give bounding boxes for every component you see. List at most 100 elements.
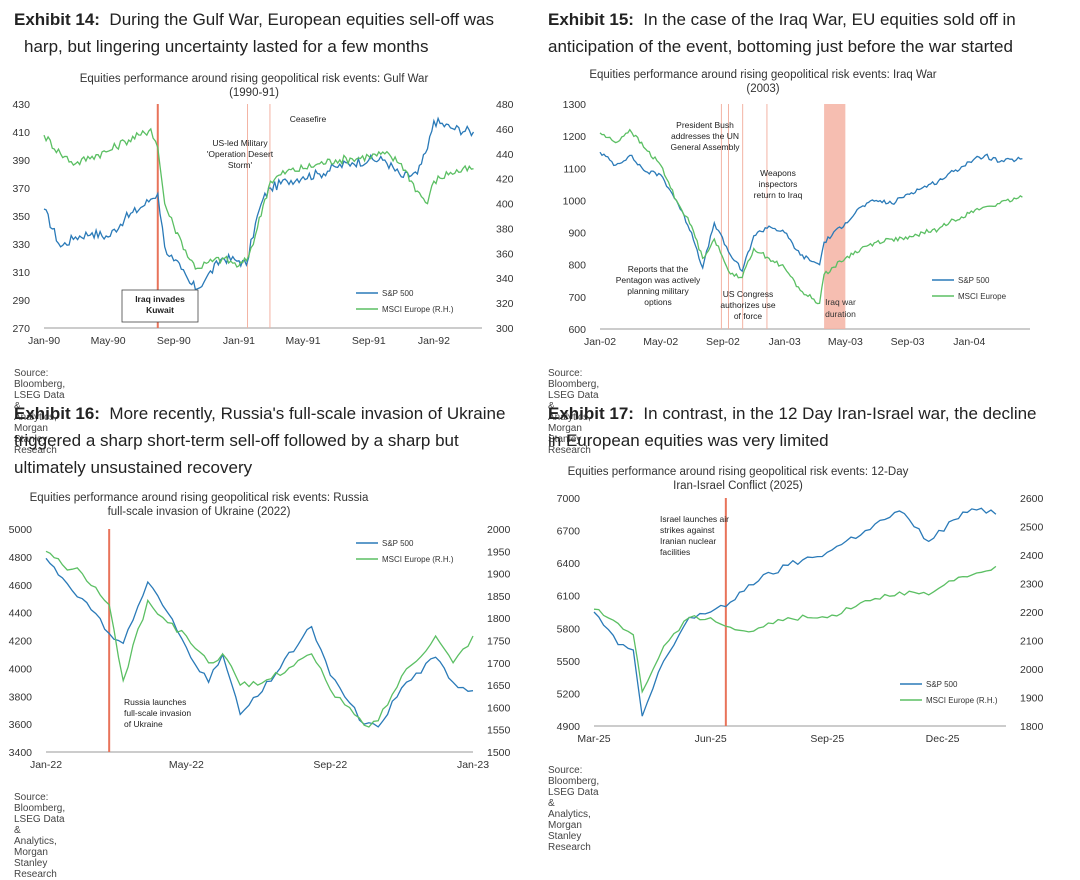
heading-line: ultimately unsustained recovery bbox=[14, 458, 253, 477]
chart-iraq-war: Iraq war duration 600 700 800 900 1000 1100 1200… bbox=[563, 99, 1030, 348]
y-tick-label-left: 800 bbox=[568, 260, 586, 272]
exhibit-label: Exhibit 16: bbox=[14, 404, 100, 423]
event-label: Israel launches air bbox=[660, 514, 729, 524]
x-tick-label: Sep-91 bbox=[352, 335, 386, 347]
series-line-msci-europe bbox=[45, 550, 474, 728]
x-tick-label: Sep-90 bbox=[157, 335, 191, 347]
x-tick-label: Sep-02 bbox=[706, 336, 740, 348]
event-label: addresses the UN bbox=[671, 131, 739, 141]
chart-title-line: full-scale invasion of Ukraine (2022) bbox=[107, 506, 291, 518]
legend-label: MSCI Europe (R.H.) bbox=[926, 696, 998, 705]
heading-line: In the case of the Iraq War, EU equities… bbox=[643, 10, 1016, 29]
y-tick-label-right: 460 bbox=[496, 124, 514, 136]
y-tick-label-left: 4400 bbox=[9, 608, 33, 620]
event-label: of Ukraine bbox=[124, 719, 163, 729]
x-tick-label: Sep-25 bbox=[810, 733, 844, 745]
y-tick-label-right: 440 bbox=[496, 149, 514, 161]
event-label: Iraq invades bbox=[135, 294, 185, 304]
x-tick-label: Jan-91 bbox=[223, 335, 255, 347]
y-tick-label-left: 410 bbox=[12, 127, 30, 139]
event-label: Weapons bbox=[760, 168, 796, 178]
x-tick-label: May-03 bbox=[828, 336, 863, 348]
y-tick-label-right: 1650 bbox=[487, 680, 511, 692]
heading-line: More recently, Russia's full-scale invas… bbox=[109, 404, 506, 423]
source-note: Source: Bloomberg, LSEG Data & Analytics… bbox=[14, 368, 66, 456]
y-tick-label-left: 1000 bbox=[563, 195, 587, 207]
x-tick-label: May-91 bbox=[286, 335, 321, 347]
y-tick-label-left: 600 bbox=[568, 324, 586, 336]
event-label: of force bbox=[734, 311, 763, 321]
y-tick-label-left: 430 bbox=[12, 99, 30, 111]
chart-title-line: Equities performance around rising geopo… bbox=[567, 466, 909, 478]
x-tick-label: Jan-02 bbox=[584, 336, 616, 348]
y-tick-label-right: 300 bbox=[496, 323, 514, 335]
y-tick-label-left: 330 bbox=[12, 239, 30, 251]
source-note: Source: Bloomberg, LSEG Data & Analytics… bbox=[548, 765, 600, 853]
y-tick-label-right: 480 bbox=[496, 99, 514, 111]
chart-title-line: Equities performance around rising geopo… bbox=[29, 492, 369, 504]
x-tick-label: Jan-03 bbox=[769, 336, 801, 348]
y-tick-label-left: 5500 bbox=[557, 656, 581, 668]
event-label: Russia launches bbox=[124, 697, 186, 707]
y-tick-label-right: 1500 bbox=[487, 747, 511, 759]
y-tick-label-right: 2500 bbox=[1020, 522, 1044, 534]
band-label: duration bbox=[825, 309, 856, 319]
heading-line: anticipation of the event, bottoming jus… bbox=[548, 37, 1013, 56]
event-label-box bbox=[121, 289, 199, 323]
exhibit-17-heading: Exhibit 17: In contrast, in the 12 Day I… bbox=[548, 400, 1068, 454]
y-tick-label-right: 1900 bbox=[1020, 693, 1044, 705]
chart-title: Equities performance around rising geopo… bbox=[14, 491, 384, 519]
y-tick-label-left: 7000 bbox=[557, 493, 581, 505]
y-tick-label-right: 1600 bbox=[487, 702, 511, 714]
chart-iran-israel: 4900 5200 5500 5800 6100 6400 6700 7000 1800 1900… bbox=[557, 493, 1044, 745]
chart-title-line: (2003) bbox=[746, 83, 780, 95]
event-label: Kuwait bbox=[146, 305, 174, 315]
exhibit-label: Exhibit 15: bbox=[548, 10, 634, 29]
y-tick-label-left: 6100 bbox=[557, 591, 581, 603]
event-label: planning military bbox=[627, 286, 689, 296]
event-label: strikes against bbox=[660, 525, 715, 535]
series-line-sp500 bbox=[599, 151, 1023, 273]
chart-title-line: Iran-Israel Conflict (2025) bbox=[673, 480, 803, 492]
y-tick-label-right: 400 bbox=[496, 199, 514, 211]
exhibit-16-heading: Exhibit 16: More recently, Russia's full… bbox=[14, 400, 534, 481]
x-tick-label: May-90 bbox=[91, 335, 126, 347]
exhibit-15-heading: Exhibit 15: In the case of the Iraq War,… bbox=[548, 6, 1068, 60]
y-tick-label-right: 1800 bbox=[487, 613, 511, 625]
y-tick-label-left: 6700 bbox=[557, 526, 581, 538]
event-label: Pentagon was actively bbox=[616, 275, 701, 285]
y-tick-label-right: 1800 bbox=[1020, 721, 1044, 733]
y-tick-label-right: 2000 bbox=[1020, 664, 1044, 676]
series-line-msci-europe bbox=[599, 128, 1023, 305]
chart-title: Equities performance around rising geopo… bbox=[14, 72, 494, 100]
y-tick-label-left: 370 bbox=[12, 183, 30, 195]
chart-title: Equities performance around rising geopo… bbox=[548, 68, 978, 96]
event-label: Iranian nuclear bbox=[660, 536, 716, 546]
source-note: Source: Bloomberg, LSEG Data & Analytics… bbox=[14, 792, 66, 880]
heading-line: In contrast, in the 12 Day Iran-Israel w… bbox=[643, 404, 1037, 423]
heading-line: harp, but lingering uncertainty lasted f… bbox=[24, 37, 429, 56]
exhibit-label: Exhibit 14: bbox=[14, 10, 100, 29]
legend-label: S&P 500 bbox=[382, 289, 414, 298]
y-tick-label-left: 6400 bbox=[557, 558, 581, 570]
x-tick-label: Jan-04 bbox=[953, 336, 985, 348]
y-tick-label-left: 310 bbox=[12, 267, 30, 279]
event-label: inspectors bbox=[759, 179, 798, 189]
war-duration-band bbox=[824, 104, 846, 329]
y-tick-label-right: 1700 bbox=[487, 658, 511, 670]
y-tick-label-left: 350 bbox=[12, 211, 30, 223]
y-tick-label-left: 4000 bbox=[9, 663, 33, 675]
band-label: Iraq war bbox=[825, 297, 856, 307]
x-tick-label: Mar-25 bbox=[577, 733, 610, 745]
exhibit-14-heading: Exhibit 14: During the Gulf War, Europea… bbox=[14, 6, 534, 60]
heading-line: in European equities was very limited bbox=[548, 431, 829, 450]
x-tick-label: Sep-03 bbox=[891, 336, 925, 348]
y-tick-label-left: 1200 bbox=[563, 131, 587, 143]
x-tick-label: Jan-23 bbox=[457, 759, 489, 771]
event-label: full-scale invasion bbox=[124, 708, 191, 718]
event-label: authorizes use bbox=[720, 300, 776, 310]
y-tick-label-left: 5800 bbox=[557, 623, 581, 635]
chart-title-line: Equities performance around rising geopo… bbox=[79, 73, 429, 85]
chart-title-line: Equities performance around rising geopo… bbox=[589, 69, 937, 81]
event-label: US-led Military bbox=[212, 138, 268, 148]
